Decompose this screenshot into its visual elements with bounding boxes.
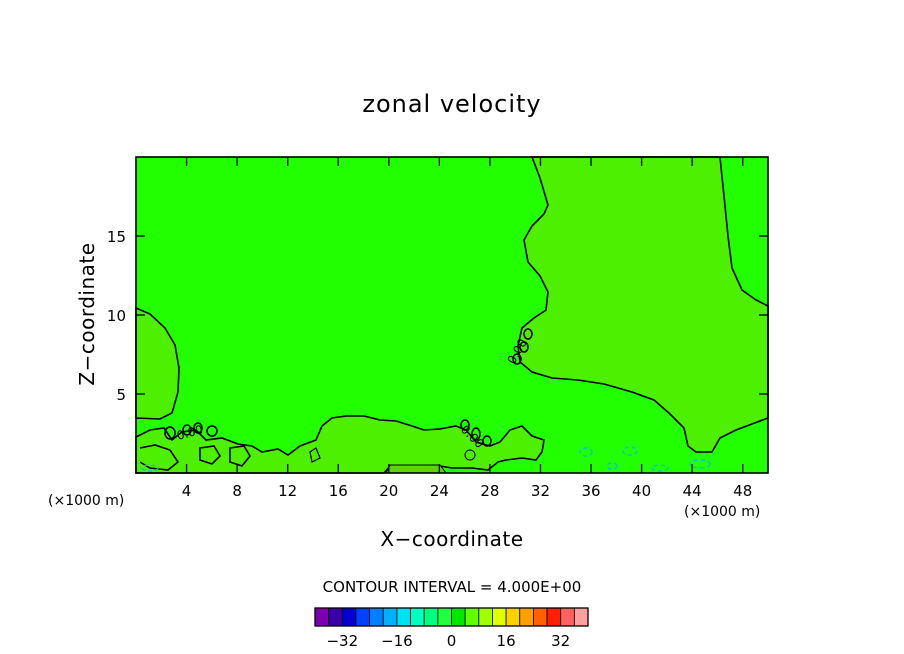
chart-title: zonal velocity [362,90,541,118]
colorbar-tick-label: −16 [381,632,413,650]
negative-contour [622,446,638,456]
y-axis-unit: (×1000 m) [48,493,124,509]
contour-interval-note: CONTOUR INTERVAL = 4.000E+00 [323,578,582,596]
colorbar-frame [314,607,589,627]
contour-loop [512,353,522,365]
colorbar-swatch [410,607,425,627]
colorbar-swatch [382,607,398,627]
y-tick-label: 5 [116,386,126,404]
contour-loop [309,447,321,463]
contour-loop [482,435,492,447]
colorbar-swatch [573,607,589,627]
colorbar-swatch [369,607,384,627]
colorbar-swatch [546,607,562,627]
negative-contour [606,462,618,470]
colorbar-swatch [423,607,439,627]
bottom-patch [385,464,447,474]
colorbar-tick-label: 16 [497,632,516,650]
x-tick-label: 24 [430,482,449,500]
colorbar-swatch [533,607,548,627]
colorbar-swatch [396,607,411,627]
colorbar-swatch [464,607,480,627]
x-tick-label: 40 [632,482,651,500]
contour-loop [164,426,176,440]
negative-contours [141,446,711,472]
negative-contour [651,464,669,472]
colorbar-swatch [560,607,575,627]
lower-region [135,415,545,474]
plot-area: 0.00 0.00 0.00 4 8 12 16 20 24 28 32 36 40 44 48 51… [107,156,769,500]
contour-loop [199,445,222,465]
x-tick-marks: 4 8 12 16 20 24 28 32 36 40 44 48 [182,157,752,500]
contour-loop [460,419,470,431]
x-tick-label: 48 [733,482,752,500]
y-axis-label: Z−coordinate [75,242,99,385]
x-tick-label: 32 [531,482,550,500]
right-region [517,156,769,453]
contour-loop [523,328,533,340]
contour-loop [193,422,203,434]
x-axis-label: X−coordinate [380,527,523,551]
colorbar-swatch [505,607,521,627]
colorbar-swatch [355,607,371,627]
colorbar-tick-label: −32 [326,632,358,650]
negative-contour [689,459,711,469]
colorbar-swatch [492,607,507,627]
contour-loop [471,427,481,441]
x-tick-label: 8 [232,482,242,500]
x-tick-label: 20 [379,482,398,500]
contour-loop [139,444,180,471]
y-tick-label: 10 [107,307,126,325]
x-tick-label: 44 [683,482,702,500]
colorbar-swatch [437,607,452,627]
colorbar-swatch [314,607,330,627]
x-tick-label: 16 [329,482,348,500]
x-tick-label: 28 [480,482,499,500]
negative-contour [579,447,593,457]
negative-contour [141,464,159,472]
colorbar: −32 −16 0 16 32 [314,607,589,650]
contour-loop [182,424,192,436]
colorbar-swatch [478,607,493,627]
colorbar-tick-label: 32 [551,632,570,650]
x-tick-label: 12 [278,482,297,500]
contour-loop [229,445,251,467]
colorbar-swatch [519,607,534,627]
contour-loop [206,425,218,437]
y-tick-marks: 5 10 15 [107,228,768,404]
colorbar-tick-label: 0 [447,632,457,650]
colorbar-swatch [328,607,343,627]
left-region [135,306,180,420]
colorbar-swatch [451,607,466,627]
colorbar-swatch [341,607,357,627]
contour-loops [139,328,533,471]
y-tick-label: 15 [107,228,126,246]
contour-loop [464,449,476,461]
x-tick-label: 36 [581,482,600,500]
x-axis-unit: (×1000 m) [684,504,760,520]
contour-loop [519,341,529,353]
x-tick-label: 4 [182,482,192,500]
contour-label: 0.00 [175,422,204,442]
